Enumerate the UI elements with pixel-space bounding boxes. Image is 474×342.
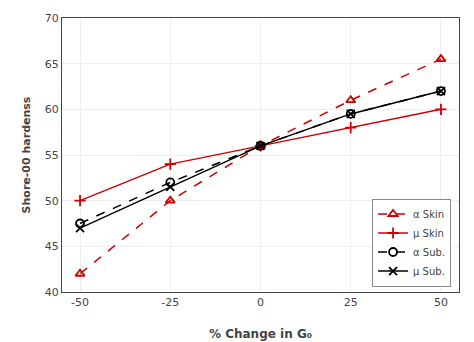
svg-text:α Sub.: α Sub. [413,247,445,258]
svg-text:25: 25 [344,296,358,309]
svg-text:0: 0 [257,296,264,309]
svg-text:μ Skin: μ Skin [413,228,444,239]
svg-text:55: 55 [45,149,59,162]
svg-text:45: 45 [45,240,59,253]
svg-text:50: 50 [434,296,448,309]
svg-text:-50: -50 [71,296,89,309]
svg-text:Shore-00 hardenss: Shore-00 hardenss [20,96,33,213]
svg-text:α Skin: α Skin [413,209,444,220]
svg-text:-25: -25 [161,296,179,309]
svg-text:60: 60 [45,103,59,116]
svg-text:μ Sub.: μ Sub. [413,266,445,277]
svg-text:40: 40 [45,286,59,299]
svg-text:70: 70 [45,12,59,25]
svg-text:65: 65 [45,58,59,71]
svg-text:50: 50 [45,195,59,208]
svg-text:% Change in G₀: % Change in G₀ [209,327,312,341]
